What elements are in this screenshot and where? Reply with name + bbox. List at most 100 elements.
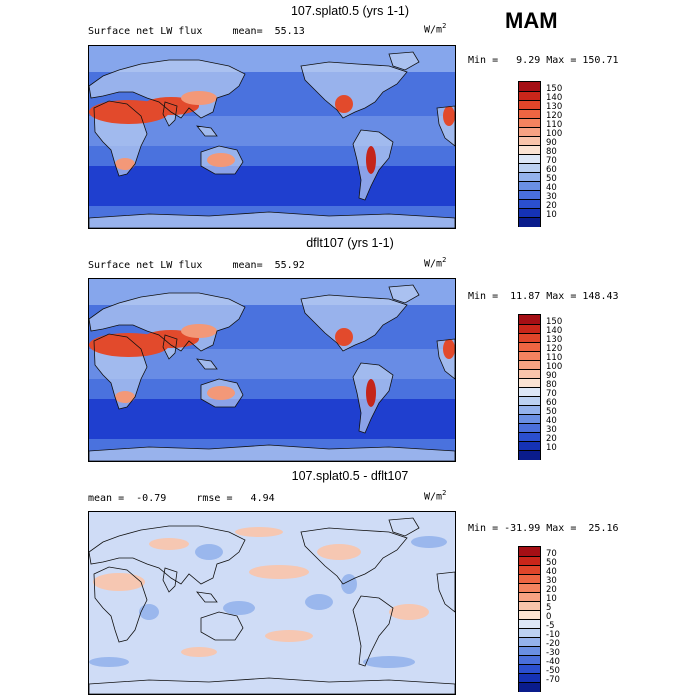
colorbar-swatch: [519, 423, 540, 433]
colorbar-swatch: [519, 190, 540, 200]
panel-3-subtitle: mean = -0.79 rmse = 4.94: [88, 493, 275, 504]
colorbar-swatch: [519, 82, 540, 91]
colorbar-swatch: [519, 450, 540, 460]
colorbar-tick-label: 20: [546, 585, 557, 595]
colorbar-tick-label: 0: [546, 612, 552, 622]
colorbar-swatch: [519, 592, 540, 602]
colorbar-tick-label: 50: [546, 558, 557, 568]
colorbar-tick-label: 10: [546, 210, 557, 220]
colorbar-swatch: [519, 324, 540, 334]
colorbar-swatch: [519, 163, 540, 173]
colorbar-tick-label: 50: [546, 407, 557, 417]
colorbar-swatch: [519, 673, 540, 683]
coastline: [300, 61, 408, 119]
panel-3-map-svg: [89, 512, 455, 694]
colorbar-tick-label: 140: [546, 326, 563, 336]
coastline: [93, 333, 148, 410]
negative-anomaly: [89, 657, 129, 667]
coastline: [93, 100, 148, 177]
panel-3-minmax: Min = -31.99 Max = 25.16: [468, 523, 619, 534]
colorbar-swatch: [519, 583, 540, 593]
positive-anomaly: [235, 527, 283, 537]
coastline: [200, 145, 244, 175]
positive-anomaly: [249, 565, 309, 579]
colorbar-tick-label: -50: [546, 666, 560, 676]
colorbar-swatch: [519, 414, 540, 424]
colorbar-swatch: [519, 610, 540, 620]
colorbar-swatch: [519, 637, 540, 647]
colorbar-tick-label: 5: [546, 603, 552, 613]
colorbar-tick-label: -70: [546, 675, 560, 685]
sw-america-hotspot: [335, 95, 353, 113]
colorbar-swatch: [519, 682, 540, 692]
colorbar-swatch: [519, 556, 540, 566]
colorbar-swatch: [519, 405, 540, 415]
negative-anomaly: [411, 536, 447, 548]
colorbar-tick-label: 150: [546, 84, 563, 94]
negative-anomaly: [305, 594, 333, 610]
colorbar-tick-label: -40: [546, 657, 560, 667]
coastline: [436, 105, 455, 147]
australia-warm-region: [207, 386, 235, 400]
panel-1-units: W/m2: [424, 22, 447, 36]
colorbar-swatch: [519, 145, 540, 155]
panel-1-colorbar-labels: 150 140 130 120 110 100 90 80 70 60 50 40 30 20 10: [546, 81, 586, 225]
colorbar-tick-label: 40: [546, 416, 557, 426]
coastline: [388, 517, 420, 537]
colorbar-tick-label: 70: [546, 549, 557, 559]
negative-anomaly: [363, 656, 415, 668]
positive-anomaly: [389, 604, 429, 620]
coastline: [388, 51, 420, 71]
colorbar-tick-label: 90: [546, 371, 557, 381]
colorbar-tick-label: 120: [546, 111, 563, 121]
panel-2-colorbar-labels: 150 140 130 120 110 100 90 80 70 60 50 40 30 20 10: [546, 314, 586, 458]
panel-1-minmax: Min = 9.29 Max = 150.71: [468, 55, 619, 66]
colorbar-swatch: [519, 181, 540, 191]
season-label: MAM: [505, 8, 558, 33]
colorbar-tick-label: -20: [546, 639, 560, 649]
land-area: [197, 359, 217, 369]
colorbar-tick-label: 130: [546, 335, 563, 345]
colorbar-swatch: [519, 396, 540, 406]
positive-anomaly: [149, 538, 189, 550]
coastline: [89, 444, 455, 461]
panel-3-colorbar-labels: 70 50 40 30 20 10 5 0 -5 -10 -20 -30 -40 -50 -70: [546, 546, 586, 690]
colorbar-swatch: [519, 118, 540, 128]
coastline: [196, 591, 218, 603]
colorbar-swatch: [519, 136, 540, 146]
positive-anomaly: [317, 544, 361, 560]
negative-anomaly: [195, 544, 223, 560]
colorbar-tick-label: 60: [546, 398, 557, 408]
panel-2-units: W/m2: [424, 256, 447, 270]
colorbar-tick-label: 70: [546, 156, 557, 166]
panel-3-map: [88, 511, 456, 695]
asia-warm-region: [181, 324, 217, 338]
asia-warm-region: [181, 91, 217, 105]
panel-1-map-svg: [89, 46, 455, 228]
colorbar-tick-label: -5: [546, 621, 555, 631]
southern-ocean-band: [89, 166, 455, 206]
negative-anomaly: [223, 601, 255, 615]
colorbar-swatch: [519, 199, 540, 209]
colorbar-swatch: [519, 646, 540, 656]
colorbar-tick-label: 40: [546, 183, 557, 193]
colorbar-swatch: [519, 601, 540, 611]
panel-1-title: 107.splat0.5 (yrs 1-1): [290, 4, 410, 18]
colorbar-swatch: [519, 574, 540, 584]
colorbar-tick-label: 110: [546, 120, 563, 130]
sahara-edge-hotspot: [443, 106, 455, 126]
coastline: [200, 611, 244, 641]
panel-2-map-svg: [89, 279, 455, 461]
positive-anomaly: [265, 630, 313, 642]
colorbar-swatch: [519, 369, 540, 379]
colorbar-swatch: [519, 628, 540, 638]
colorbar-tick-label: 10: [546, 443, 557, 453]
panel-2-title: dflt107 (yrs 1-1): [306, 236, 394, 250]
colorbar-swatch: [519, 154, 540, 164]
panel-3-units: W/m2: [424, 489, 447, 503]
colorbar-tick-label: -30: [546, 648, 560, 658]
panel-2-map: [88, 278, 456, 462]
colorbar-tick-label: 100: [546, 129, 563, 139]
australia-warm-region: [207, 153, 235, 167]
colorbar-swatch: [519, 315, 540, 324]
